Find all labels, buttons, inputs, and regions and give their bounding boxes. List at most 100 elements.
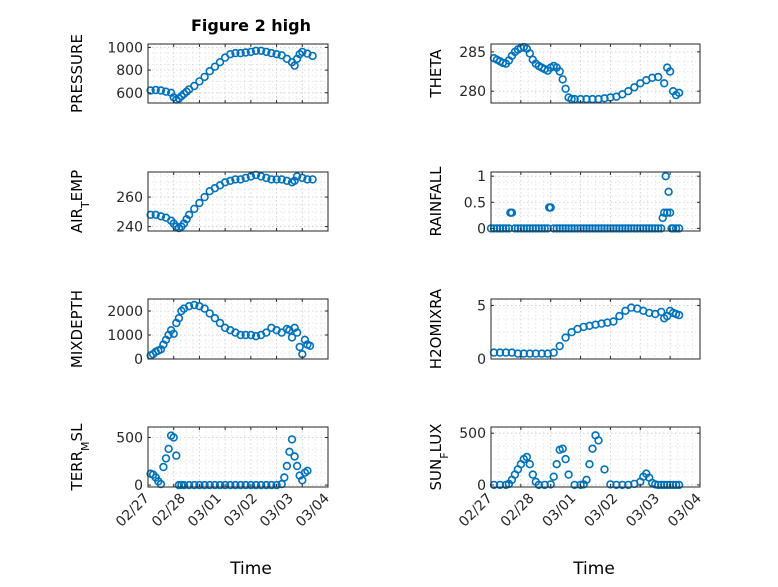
x-tick-label: 02/27 [456, 491, 496, 531]
data-point [210, 480, 220, 490]
data-point [292, 461, 302, 471]
data-point [272, 49, 281, 59]
subplot-mixdepth: 0 1000 2000 MIXDEPTH [68, 290, 329, 368]
data-point [190, 81, 199, 91]
x-tick-label: 03/01 [540, 491, 580, 531]
data-point [159, 462, 168, 472]
data-point [661, 172, 670, 181]
data-point [179, 480, 189, 490]
data-point [285, 447, 294, 456]
y-axis-label: TERRMSL [68, 423, 92, 492]
data-point [555, 67, 564, 76]
data-point [290, 61, 299, 70]
data-point [671, 224, 681, 233]
x-tick-label: 03/04 [293, 490, 333, 530]
data-point [501, 224, 511, 233]
data-point [671, 480, 681, 490]
data-point [653, 72, 663, 82]
data-point [251, 480, 261, 490]
data-point [495, 224, 505, 233]
data-point [600, 465, 609, 474]
data-point [659, 79, 669, 88]
y-tick-label: 800 [116, 63, 143, 79]
data-point [656, 307, 666, 317]
data-point [215, 480, 225, 490]
data-point [246, 480, 256, 490]
axes-box [147, 426, 329, 488]
data-point [236, 330, 245, 340]
data-point [246, 330, 256, 340]
data-point [287, 435, 297, 444]
data-point [184, 302, 194, 311]
data-point [495, 480, 505, 490]
data-point [280, 473, 289, 482]
data-point [537, 349, 546, 358]
y-tick-label: 280 [459, 84, 486, 100]
data-point [231, 175, 240, 184]
data-point [262, 480, 271, 490]
data-point [146, 86, 155, 95]
data-point [295, 342, 304, 352]
data-point [659, 480, 669, 490]
data-point [262, 173, 271, 183]
data-point [161, 454, 171, 463]
data-point [674, 88, 684, 98]
data-point [561, 333, 570, 342]
data-point [267, 48, 276, 58]
data-point [220, 480, 230, 490]
x-tick-label: 02/28 [149, 491, 189, 531]
data-point [674, 224, 684, 233]
data-point [256, 480, 266, 490]
data-point [272, 175, 281, 184]
data-point [184, 480, 194, 490]
data-point [164, 444, 173, 454]
data-point [156, 86, 166, 95]
data-point [169, 329, 178, 338]
data-point [558, 444, 567, 453]
data-point [615, 311, 624, 321]
x-tick-label: 02/27 [113, 491, 153, 531]
data-point [251, 46, 261, 55]
data-point [267, 175, 276, 184]
y-axis-label: AIRTEMP [68, 170, 92, 233]
data-point [674, 310, 684, 320]
x-tick-label: 03/04 [665, 490, 705, 530]
data-point [600, 94, 609, 103]
data-point [241, 480, 250, 490]
data-point [522, 452, 531, 462]
data-point [659, 208, 669, 217]
data-point [653, 224, 663, 233]
data-point [665, 67, 675, 76]
x-tick-label: 03/02 [581, 491, 621, 531]
subplot-rainfall: 0 0.5 1 RAINFALL [427, 166, 701, 237]
data-point [161, 87, 171, 96]
y-axis-label: THETA [427, 49, 445, 99]
data-point [210, 62, 220, 71]
y-tick-label: 285 [459, 45, 486, 61]
data-point [190, 204, 199, 214]
data-point [195, 77, 204, 86]
data-point [246, 47, 256, 57]
data-point [200, 304, 209, 313]
y-tick-label: 0.5 [464, 195, 486, 211]
data-point [558, 75, 567, 84]
y-axis-label: PRESSURE [68, 34, 86, 113]
subplot-sun-flux: 0 500 02/27 02/28 03/01 03/02 03/03 03/04 SUNFLU… [427, 424, 705, 531]
data-point [585, 460, 594, 469]
data-point [195, 198, 204, 208]
axes-box [147, 43, 329, 104]
y-tick-label: 260 [116, 190, 143, 206]
y-tick-label: 2000 [107, 304, 143, 320]
data-point [184, 210, 194, 220]
data-point [262, 328, 271, 337]
data-point [665, 208, 675, 217]
data-point [516, 224, 526, 233]
data-point [177, 480, 186, 490]
data-point [303, 466, 312, 475]
y-tick-label: 0 [477, 478, 486, 494]
y-axis-label: RAINFALL [427, 166, 445, 237]
y-tick-label: 0 [134, 352, 143, 368]
x-tick-label: 02/28 [498, 491, 538, 531]
data-point [282, 176, 292, 186]
